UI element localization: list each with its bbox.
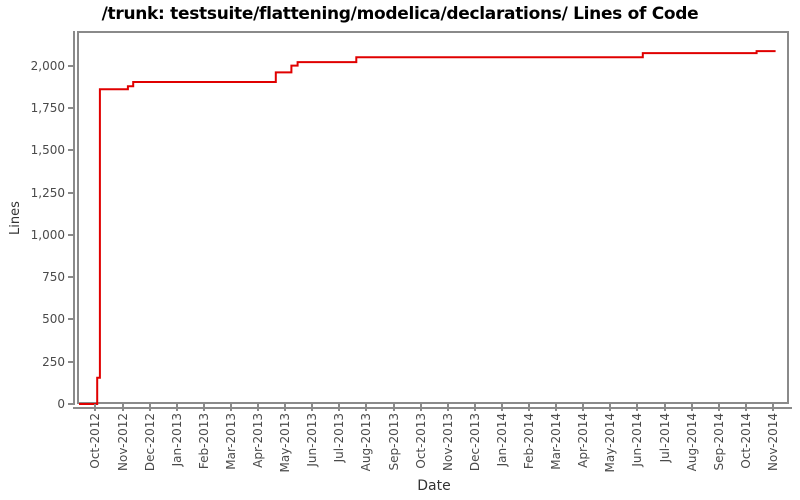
y-tick-mark <box>68 149 75 152</box>
x-tick-label: Oct-2012 <box>88 413 103 469</box>
x-tick-label: Apr-2013 <box>251 413 266 468</box>
x-tick-mark <box>175 404 178 411</box>
y-tick-mark <box>68 191 75 194</box>
x-tick-label: Feb-2014 <box>522 413 537 470</box>
y-tick-mark <box>68 233 75 236</box>
y-tick-mark <box>68 360 75 363</box>
x-tick-mark <box>229 404 232 411</box>
y-tick-label: 500 <box>42 312 65 327</box>
x-tick-mark <box>690 404 693 411</box>
x-tick-mark <box>555 404 558 411</box>
x-tick-label: Sep-2013 <box>386 413 401 471</box>
y-axis-title: Lines <box>8 201 23 235</box>
x-tick-mark <box>365 404 368 411</box>
x-tick-mark <box>94 404 97 411</box>
y-tick-mark <box>68 64 75 67</box>
x-tick-mark <box>663 404 666 411</box>
x-tick-label: Jul-2014 <box>657 413 672 463</box>
x-tick-mark <box>148 404 151 411</box>
y-tick-label: 1,250 <box>30 185 65 200</box>
x-tick-label: Feb-2013 <box>196 413 211 470</box>
y-tick-label: 1,000 <box>30 227 65 242</box>
y-tick-mark <box>68 276 75 279</box>
y-tick-label: 750 <box>42 270 65 285</box>
chart-title: /trunk: testsuite/flattening/modelica/de… <box>101 4 699 24</box>
x-tick-label: Nov-2013 <box>440 413 455 471</box>
x-tick-mark <box>500 404 503 411</box>
x-axis-line <box>73 407 792 409</box>
x-tick-label: Jul-2013 <box>332 413 347 463</box>
y-tick-label: 0 <box>57 397 65 411</box>
y-tick-label: 2,000 <box>30 58 65 73</box>
x-tick-label: Aug-2014 <box>684 413 699 472</box>
x-tick-label: Oct-2013 <box>413 413 428 469</box>
x-tick-label: Oct-2014 <box>738 413 753 469</box>
x-tick-mark <box>338 404 341 411</box>
x-tick-mark <box>582 404 585 411</box>
loc-step-line-chart <box>79 50 776 405</box>
plot-area <box>77 31 789 404</box>
x-tick-mark <box>528 404 531 411</box>
x-tick-mark <box>392 404 395 411</box>
y-tick-mark <box>68 403 75 405</box>
x-tick-label: May-2013 <box>278 413 293 473</box>
x-tick-mark <box>771 404 774 411</box>
x-tick-mark <box>257 404 260 411</box>
x-tick-mark <box>446 404 449 411</box>
y-axis-line <box>73 31 75 404</box>
x-tick-label: Jun-2014 <box>630 413 645 467</box>
y-tick-label: 250 <box>42 354 65 369</box>
x-tick-label: Aug-2013 <box>359 413 374 472</box>
x-tick-label: Sep-2014 <box>711 413 726 471</box>
x-tick-mark <box>202 404 205 411</box>
x-tick-label: Apr-2014 <box>576 413 591 468</box>
x-tick-mark <box>636 404 639 411</box>
x-tick-label: Dec-2013 <box>467 413 482 472</box>
x-tick-label: Jun-2013 <box>305 413 320 467</box>
y-tick-label: 1,750 <box>30 101 65 116</box>
x-tick-label: Nov-2014 <box>765 413 780 471</box>
x-tick-mark <box>311 404 314 411</box>
x-tick-label: Dec-2012 <box>142 413 157 472</box>
x-axis-title: Date <box>417 478 451 494</box>
y-tick-label: 1,500 <box>30 143 65 158</box>
x-tick-mark <box>473 404 476 411</box>
x-tick-mark <box>744 404 747 411</box>
x-tick-label: May-2014 <box>603 413 618 473</box>
y-tick-mark <box>68 318 75 321</box>
x-tick-label: Mar-2013 <box>223 413 238 470</box>
x-tick-mark <box>419 404 422 411</box>
y-tick-mark <box>68 107 75 110</box>
x-tick-mark <box>121 404 124 411</box>
x-tick-label: Jan-2014 <box>494 413 509 467</box>
loc-series-path <box>79 50 776 405</box>
x-tick-label: Jan-2013 <box>169 413 184 467</box>
x-tick-mark <box>284 404 287 411</box>
x-tick-label: Mar-2014 <box>549 413 564 470</box>
x-tick-mark <box>717 404 720 411</box>
x-tick-label: Nov-2012 <box>115 413 130 471</box>
x-tick-mark <box>609 404 612 411</box>
